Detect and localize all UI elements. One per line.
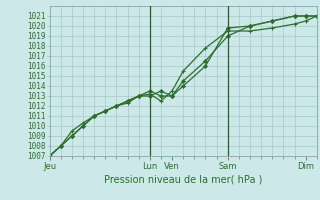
X-axis label: Pression niveau de la mer( hPa ): Pression niveau de la mer( hPa ) xyxy=(104,175,262,185)
